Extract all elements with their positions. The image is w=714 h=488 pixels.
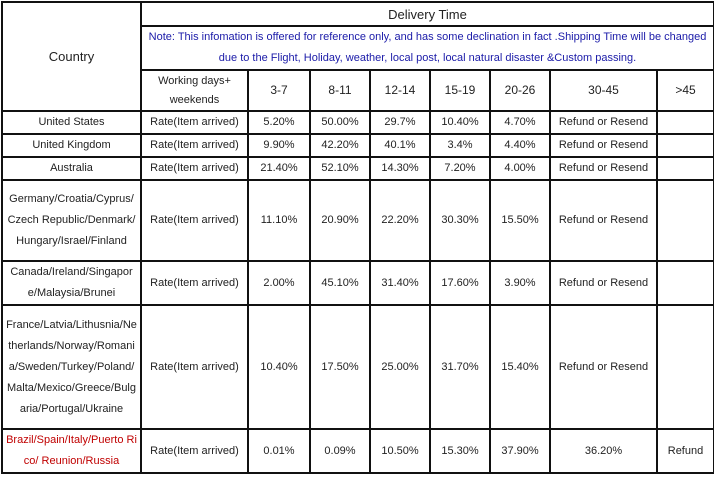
table-row: France/Latvia/Lithusnia/Netherlands/Norw… [1,304,714,430]
range-header-20-26: 20-26 [489,69,551,112]
rate-value: Refund [656,428,714,474]
rate-value: 17.50% [309,304,371,430]
rate-value [656,110,714,135]
rate-value: 10.40% [429,110,491,135]
rate-value: 36.20% [549,428,658,474]
rate-label: Rate(Item arrived) [140,428,249,474]
rate-label: Rate(Item arrived) [140,110,249,135]
rate-value: 31.40% [369,260,431,306]
rate-value: 4.70% [489,110,551,135]
rate-value: 25.00% [369,304,431,430]
range-header-12-14: 12-14 [369,69,431,112]
rate-label: Rate(Item arrived) [140,156,249,181]
range-header-15-19: 15-19 [429,69,491,112]
table-row: United States Rate(Item arrived) 5.20% 50.0… [1,110,714,135]
rate-value: 37.90% [489,428,551,474]
rate-value: 4.00% [489,156,551,181]
rate-value [656,133,714,158]
country-cell: Australia [1,156,142,181]
range-header-30-45: 30-45 [549,69,658,112]
rate-value: 2.00% [247,260,311,306]
working-days-header: Working days+ weekends [140,69,249,112]
rate-value: 15.30% [429,428,491,474]
rate-value: 22.20% [369,179,431,262]
rate-value: Refund or Resend [549,110,658,135]
rate-value: 31.70% [429,304,491,430]
table-row: Brazil/Spain/Italy/Puerto Rico/ Reunion/… [1,428,714,474]
rate-value: 11.10% [247,179,311,262]
rate-value: 3.90% [489,260,551,306]
country-cell: Brazil/Spain/Italy/Puerto Rico/ Reunion/… [1,428,142,474]
rate-value: 14.30% [369,156,431,181]
rate-value: 30.30% [429,179,491,262]
range-header-gt45: >45 [656,69,714,112]
rate-label: Rate(Item arrived) [140,179,249,262]
rate-value: 17.60% [429,260,491,306]
rate-value: 20.90% [309,179,371,262]
rate-value: 15.40% [489,304,551,430]
country-header: Country [1,1,142,112]
rate-value: 29.7% [369,110,431,135]
rate-value [656,260,714,306]
range-header-8-11: 8-11 [309,69,371,112]
rate-value [656,304,714,430]
rate-value: 15.50% [489,179,551,262]
rate-label: Rate(Item arrived) [140,133,249,158]
rate-value: 5.20% [247,110,311,135]
rate-value: Refund or Resend [549,156,658,181]
disclaimer-note: Note: This infomation is offered for ref… [140,25,714,71]
rate-value: Refund or Resend [549,179,658,262]
rate-value: 10.40% [247,304,311,430]
rate-value: 0.09% [309,428,371,474]
rate-label: Rate(Item arrived) [140,260,249,306]
rate-value: Refund or Resend [549,133,658,158]
rate-value: 40.1% [369,133,431,158]
table-row: Germany/Croatia/Cyprus/Czech Republic/De… [1,179,714,262]
rate-label: Rate(Item arrived) [140,304,249,430]
table-row: Canada/Ireland/Singapore/Malaysia/Brunei… [1,260,714,306]
rate-value [656,156,714,181]
rate-value: Refund or Resend [549,304,658,430]
country-cell: United States [1,110,142,135]
delivery-time-table: Country Delivery Time Note: This infomat… [1,1,714,474]
rate-value: 10.50% [369,428,431,474]
rate-value [656,179,714,262]
delivery-time-title: Delivery Time [140,1,714,27]
table-row: Australia Rate(Item arrived) 21.40% 52.10% 1… [1,156,714,181]
rate-value: 4.40% [489,133,551,158]
rate-value: 45.10% [309,260,371,306]
country-cell: United Kingdom [1,133,142,158]
rate-value: 3.4% [429,133,491,158]
rate-value: 42.20% [309,133,371,158]
rate-value: 0.01% [247,428,311,474]
country-cell: France/Latvia/Lithusnia/Netherlands/Norw… [1,304,142,430]
country-cell: Canada/Ireland/Singapore/Malaysia/Brunei [1,260,142,306]
rate-value: Refund or Resend [549,260,658,306]
table-row: United Kingdom Rate(Item arrived) 9.90% 42.… [1,133,714,158]
country-cell: Germany/Croatia/Cyprus/Czech Republic/De… [1,179,142,262]
rate-value: 7.20% [429,156,491,181]
range-header-3-7: 3-7 [247,69,311,112]
rate-value: 9.90% [247,133,311,158]
rate-value: 21.40% [247,156,311,181]
rate-value: 52.10% [309,156,371,181]
rate-value: 50.00% [309,110,371,135]
